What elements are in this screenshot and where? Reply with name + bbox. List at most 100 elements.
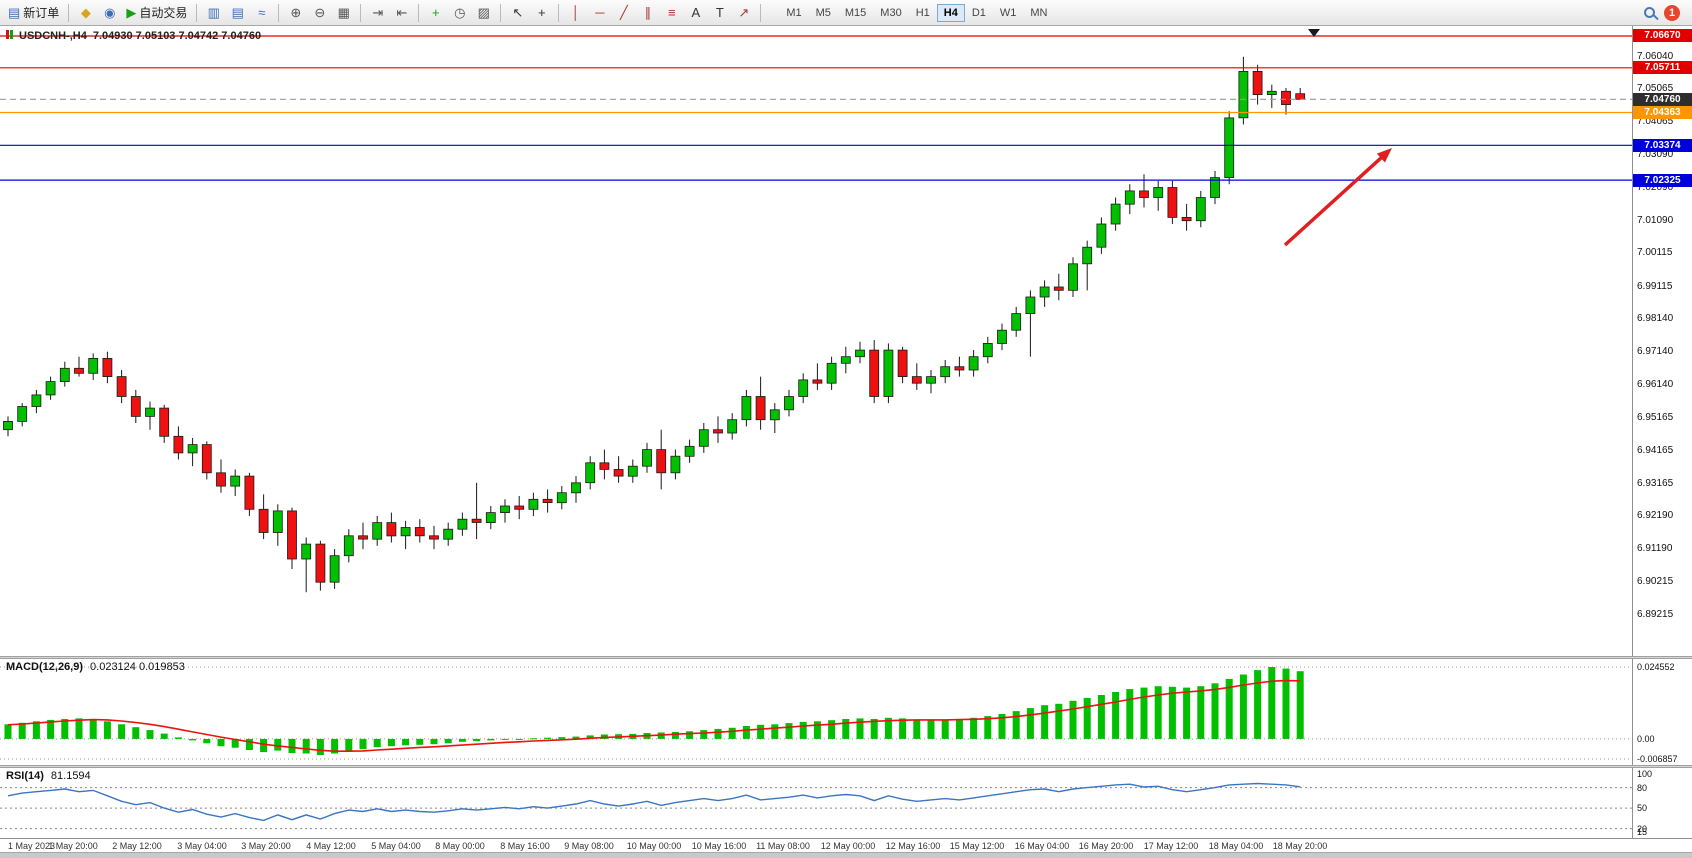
horizontal-line-icon: ─ [595,5,605,20]
candlestick-chart-button[interactable]: ▤ [226,3,249,23]
rsi-axis-label: 80 [1637,783,1648,793]
macd-histogram-bar [941,719,949,739]
end-of-data-marker [1308,29,1320,37]
macd-histogram-bar [1140,687,1148,739]
zoom-out-button[interactable]: ⊖ [308,3,331,23]
timeframe-W1-button[interactable]: W1 [999,6,1017,19]
candle-body [1124,190,1135,205]
pane-splitter[interactable] [0,765,1692,768]
templates-button[interactable]: ▨ [472,3,495,23]
macd-histogram-bar [4,724,12,739]
new-order-button[interactable]: ▤ 新订单 [4,3,63,23]
profiles-button[interactable]: ◆ [74,3,97,23]
candle-body [883,349,894,397]
auto-scroll-button[interactable]: ⇥ [366,3,389,23]
macd-histogram-bar [984,716,992,739]
macd-histogram-bar [118,724,126,739]
current-price-price-tag: 7.04760 [1633,93,1692,106]
timeframe-M15-button[interactable]: M15 [844,6,867,19]
macd-histogram-bar [260,738,268,753]
macd-histogram-bar [1026,708,1034,739]
macd-histogram-bar [302,738,310,754]
text-label-button[interactable]: T [708,3,731,23]
trendline-button[interactable]: ╱ [612,3,635,23]
price-axis-label: 7.00115 [1637,247,1673,258]
macd-histogram-bar [32,721,40,739]
auto-trading-label: 自动交易 [139,6,188,20]
fibonacci-button[interactable]: ≡ [660,3,683,23]
candle-body [642,449,652,467]
periods-button[interactable]: ◷ [448,3,471,23]
time-axis-label: 8 May 00:00 [435,841,485,851]
candle-body [258,508,269,533]
horizontal-line-button[interactable]: ─ [588,3,611,23]
equidistant-channel-button[interactable]: ∥ [636,3,659,23]
text-button[interactable]: A [684,3,707,23]
rsi-chart [0,782,1632,830]
candle-body [599,462,610,470]
market-watch-button[interactable]: ◉ [98,3,121,23]
candle-body [1139,190,1149,198]
candle-body [1110,203,1121,225]
price-axis-label: 6.98140 [1637,313,1674,324]
chart-shift-button[interactable]: ⇤ [390,3,413,23]
candle-body [116,376,127,397]
candle-body [74,367,84,374]
timeframe-D1-button[interactable]: D1 [971,6,986,19]
candle-body [1096,223,1107,248]
macd-histogram-bar [1097,695,1105,739]
line-chart-button[interactable]: ≈ [250,3,273,23]
indicators-button[interactable]: + [424,3,447,23]
toolbar-separator [558,3,560,22]
search-icon[interactable] [1644,7,1655,18]
crosshair-button[interactable]: + [530,3,553,23]
notification-bad​ge[interactable]: 1 [1664,4,1680,21]
macd-histogram-bar [813,721,821,739]
zoom-in-button[interactable]: ⊕ [284,3,307,23]
auto-scroll-icon: ⇥ [372,5,384,20]
auto-trading-button[interactable]: ▶ 自动交易 [122,3,191,23]
macd-histogram-bar [515,738,523,740]
cursor-button[interactable]: ↖ [506,3,529,23]
timeframe-M30-button[interactable]: M30 [880,6,902,19]
candle-body [1011,313,1022,331]
macd-histogram-bar [103,721,111,739]
arrows-tool-button[interactable]: ↗ [732,3,755,23]
auto-trading-icon: ▶ [126,5,137,20]
macd-pane[interactable]: 0.024552 0.00 -0.006857 MACD(12,26,9) 0.02… [0,659,1692,765]
candle-body [59,367,70,382]
profiles-icon: ◆ [80,5,91,20]
trend-arrow-head [1376,148,1392,163]
rsi-label: RSI(14) 81.1594 [6,770,91,782]
price-axis-label: 6.96140 [1637,379,1674,390]
price-axis-label: 7.02090 [1637,182,1674,193]
macd-indicator-name: MACD(12,26,9) [6,661,84,673]
pane-splitter[interactable] [0,656,1692,659]
rsi-pane[interactable]: 100 80 50 20 15 RSI(14) 81.1594 [0,768,1692,838]
vertical-line-button[interactable]: │ [564,3,587,23]
macd-histogram-bar [870,719,878,739]
timeframe-H4-button[interactable]: H4 [936,3,965,22]
price-chart-pane[interactable]: 7.06040 7.05065 7.04065 7.03090 7.02090 7.010… [0,26,1692,656]
timeframe-M5-button[interactable]: M5 [815,6,831,19]
macd-histogram-bar [75,718,83,739]
price-axis-label: 7.01090 [1637,215,1674,226]
timeframe-MN-button[interactable]: MN [1030,6,1048,19]
candle-body [826,362,837,384]
rsi-indicator-name: RSI(14) [6,770,44,782]
candle-body [1238,71,1249,119]
candle-body [343,535,354,557]
timeframe-H1-button[interactable]: H1 [915,6,930,19]
tile-windows-button[interactable]: ▦ [332,3,355,23]
bar-chart-button[interactable]: ▥ [202,3,225,23]
price-axis-label: 6.97140 [1637,346,1674,357]
macd-histogram-bar [61,719,69,739]
macd-histogram-bar [714,728,722,739]
timeframe-M1-button[interactable]: M1 [786,6,802,19]
pivot-price-tag: 7.04363 [1633,106,1692,119]
macd-histogram-bar [1268,667,1276,739]
candle-body [1167,187,1178,218]
macd-histogram-bar [884,717,892,739]
trendline-icon: ╱ [619,5,628,20]
toolbar-separator [760,3,762,22]
